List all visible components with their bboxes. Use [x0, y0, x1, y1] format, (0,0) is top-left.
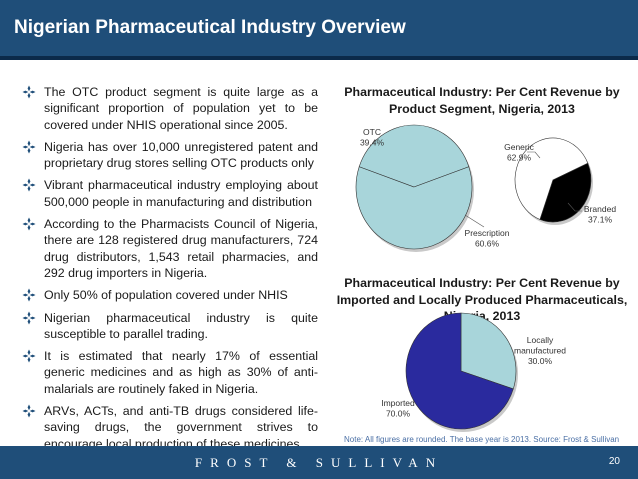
source-note: Note: All figures are rounded. The base …: [344, 435, 620, 444]
bullet-item: The OTC product segment is quite large a…: [22, 84, 318, 133]
leader-branded: [567, 202, 582, 212]
bullet-text: Only 50% of population covered under NHI…: [44, 288, 288, 303]
label-prescription: Prescription 60.6%: [465, 228, 510, 249]
label-locally-manufactured: Locally manufactured 30.0%: [514, 335, 566, 366]
diamond-bullet-icon: [22, 311, 36, 325]
chart-title-import-local: Pharmaceutical Industry: Per Cent Revenu…: [336, 276, 628, 323]
label-otc: OTC 39.4%: [360, 127, 385, 148]
chart-title-product-segment: Pharmaceutical Industry: Per Cent Revenu…: [344, 85, 620, 116]
page-number: 20: [608, 456, 620, 467]
label-imported: Imported 70.0%: [381, 398, 415, 419]
slide-header: Nigerian Pharmaceutical Industry Overvie…: [0, 0, 638, 56]
pie-slice-imported: [405, 312, 514, 430]
bullet-text: According to the Pharmacists Council of …: [44, 217, 318, 280]
label-generic: Generic 62.9%: [504, 142, 535, 163]
pie-slice-locally-manufactured: [460, 312, 517, 390]
leader-generic: [527, 151, 541, 159]
bullet-item: Nigeria has over 10,000 unregistered pat…: [22, 139, 318, 172]
leader-prescription: [464, 214, 485, 228]
bullet-list: The OTC product segment is quite large a…: [22, 84, 318, 458]
pie-slice-prescription: [355, 166, 473, 250]
diamond-bullet-icon: [22, 140, 36, 154]
slide-title: Nigerian Pharmaceutical Industry Overvie…: [14, 17, 406, 38]
label-branded: Branded 37.1%: [584, 204, 616, 225]
diamond-bullet-icon: [22, 349, 36, 363]
subpie-slice-generic: [514, 137, 589, 220]
bullet-text: It is estimated that nearly 17% of essen…: [44, 349, 318, 396]
bullet-text: Nigerian pharmaceutical industry is quit…: [44, 310, 318, 341]
bullet-text: The OTC product segment is quite large a…: [44, 85, 318, 132]
header-divider: [0, 56, 638, 60]
bullet-text: Nigeria has over 10,000 unregistered pat…: [44, 139, 318, 171]
bullet-item: Vibrant pharmaceutical industry employin…: [22, 177, 318, 210]
pie-slice-otc: [358, 124, 470, 188]
diamond-bullet-icon: [22, 288, 36, 302]
bullet-item: According to the Pharmacists Council of …: [22, 216, 318, 281]
subpie-slice-branded: [539, 162, 592, 223]
slide-footer: FROST & SULLIVAN 20: [0, 446, 638, 479]
diamond-bullet-icon: [22, 85, 36, 99]
diamond-bullet-icon: [22, 404, 36, 418]
bullet-text: Vibrant pharmaceutical industry employin…: [44, 178, 318, 209]
diamond-bullet-icon: [22, 217, 36, 231]
brand-logo-text: FROST & SULLIVAN: [194, 455, 444, 470]
bullet-item: It is estimated that nearly 17% of essen…: [22, 348, 318, 397]
bullet-item: Only 50% of population covered under NHI…: [22, 287, 318, 303]
bullet-item: Nigerian pharmaceutical industry is quit…: [22, 310, 318, 343]
diamond-bullet-icon: [22, 178, 36, 192]
